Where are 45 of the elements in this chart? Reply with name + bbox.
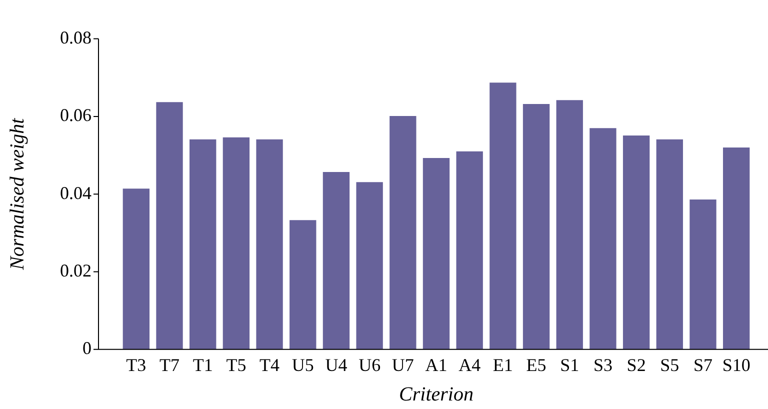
bar xyxy=(390,116,416,350)
x-tick-label: U5 xyxy=(292,354,314,375)
x-tick-label: S10 xyxy=(722,354,750,375)
bar xyxy=(256,139,283,350)
x-tick-label: E1 xyxy=(492,354,513,375)
bar xyxy=(322,172,350,350)
y-tick-label: 0.04 xyxy=(60,182,92,203)
bar xyxy=(656,139,683,350)
bar xyxy=(422,158,450,350)
x-tick-label: S3 xyxy=(593,354,612,375)
x-tick-label: U6 xyxy=(358,354,381,375)
bar xyxy=(190,139,216,350)
x-tick-label: T3 xyxy=(126,354,146,375)
bar xyxy=(490,82,516,350)
bar xyxy=(722,148,750,350)
x-tick-label: A1 xyxy=(425,354,448,375)
x-tick-label: T1 xyxy=(192,354,213,375)
bar xyxy=(290,220,316,350)
y-axis-title: Normalised weight xyxy=(6,118,28,271)
x-axis-title: Criterion xyxy=(399,383,474,406)
bar xyxy=(456,151,483,350)
bar xyxy=(356,182,383,350)
x-tick-label: A4 xyxy=(458,354,481,375)
bar xyxy=(222,137,250,350)
bar xyxy=(522,104,550,350)
bar xyxy=(590,128,616,350)
y-tick-label: 0.06 xyxy=(60,105,92,126)
x-tick-label: U7 xyxy=(392,354,414,375)
x-tick-label: E5 xyxy=(526,354,546,375)
y-tick-label: 0.02 xyxy=(60,260,92,280)
bar xyxy=(690,200,716,350)
x-tick-label: T5 xyxy=(226,354,246,375)
bar xyxy=(156,102,183,350)
bar xyxy=(122,188,150,350)
x-tick-label: S1 xyxy=(560,354,580,375)
x-tick-label: S2 xyxy=(626,354,646,375)
bar xyxy=(622,135,650,350)
x-tick-label: U4 xyxy=(325,354,348,375)
y-tick-label: 0 xyxy=(82,338,92,358)
x-tick-label: S5 xyxy=(660,354,680,375)
y-tick-label: 0.08 xyxy=(60,28,92,48)
x-tick-label: T7 xyxy=(160,354,180,375)
x-tick-label: T4 xyxy=(260,354,280,375)
bar xyxy=(556,100,583,350)
x-tick-label: S7 xyxy=(693,354,712,375)
